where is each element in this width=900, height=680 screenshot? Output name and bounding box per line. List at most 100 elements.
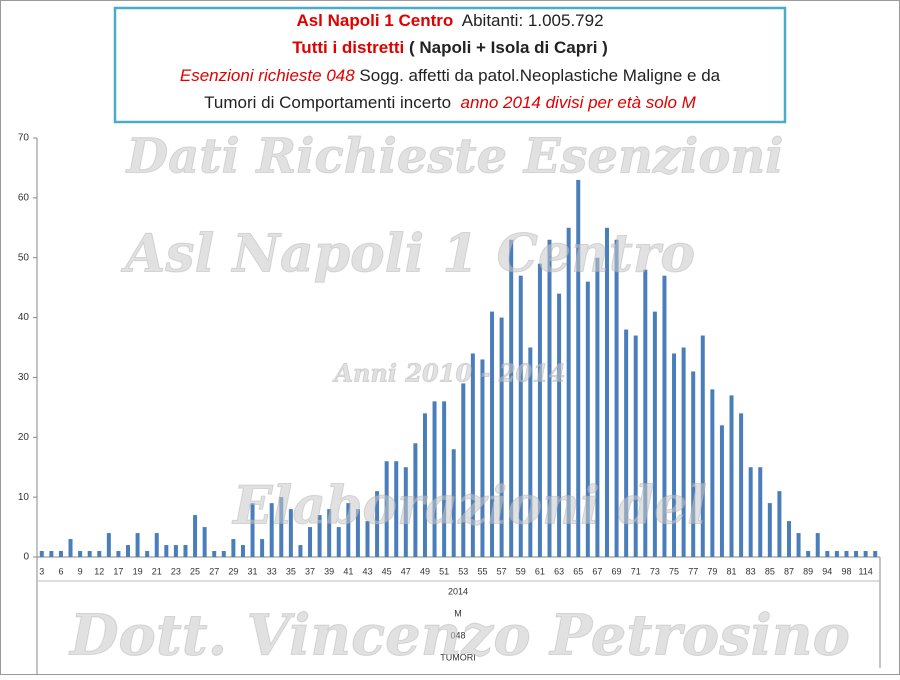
category-level-label: M [454,608,462,618]
bar [700,335,705,557]
bar [58,551,63,557]
bar [346,503,351,557]
x-tick-label: 114 [858,566,872,576]
x-tick-label: 77 [688,566,698,576]
x-tick-label: 25 [190,566,200,576]
bar [154,533,159,557]
x-tick-label: 51 [439,566,449,576]
bar [413,443,418,557]
bar [490,311,495,557]
x-tick-label: 53 [458,566,468,576]
x-tick-label: 21 [152,566,162,576]
bar [518,275,523,557]
bar [451,449,456,557]
bar [796,533,801,557]
bar [767,503,772,557]
bar [288,509,293,557]
bar [260,539,265,557]
bar [164,545,169,557]
bar [719,425,724,557]
watermark: Dati Richieste Esenzioni [125,129,784,185]
x-tick-label: 67 [592,566,602,576]
x-tick-label: 9 [78,566,83,576]
bar [173,545,178,557]
bar [547,239,552,557]
bar [844,551,849,557]
bar [394,461,399,557]
bar [327,509,332,557]
bar [298,545,303,557]
bar [681,347,686,557]
bar [863,551,868,557]
x-tick-label: 23 [171,566,181,576]
bar [614,239,619,557]
bar [240,545,245,557]
bar [221,551,226,557]
title-line: Asl Napoli 1 Centro Abitanti: 1.005.792 [296,11,603,30]
y-tick-label: 40 [18,312,30,323]
x-tick-label: 73 [650,566,660,576]
bar [624,329,629,557]
bar [422,413,427,557]
x-tick-label: 12 [94,566,104,576]
x-tick-label: 61 [535,566,545,576]
x-tick-label: 35 [286,566,296,576]
title-line: Tumori di Comportamenti incerto anno 201… [204,93,697,112]
bar [786,521,791,557]
x-tick-label: 6 [58,566,63,576]
x-tick-label: 41 [343,566,353,576]
y-tick-label: 70 [18,133,30,144]
bar [365,521,370,557]
bar [317,515,322,557]
x-tick-label: 69 [612,566,622,576]
bar [336,527,341,557]
title-segment: Tumori di Comportamenti incerto [204,93,451,112]
bar [116,551,121,557]
bar [691,371,696,557]
bar [710,389,715,557]
x-tick-label: 71 [631,566,641,576]
bar [135,533,140,557]
bar [355,509,360,557]
bar [442,401,447,557]
bar [145,551,150,557]
title-line: Esenzioni richieste 048 Sogg. affetti da… [180,66,721,85]
bar [777,491,782,557]
bar [528,347,533,557]
bar [758,467,763,557]
bar [480,359,485,557]
x-tick-label: 19 [133,566,143,576]
bar [461,383,466,557]
x-tick-label: 33 [267,566,277,576]
x-tick-label: 43 [362,566,372,576]
bar [834,551,839,557]
title-segment: Sogg. affetti da patol.Neoplastiche Mali… [355,66,721,85]
bar [633,335,638,557]
x-tick-label: 89 [803,566,813,576]
bar [873,551,878,557]
bar [68,539,73,557]
bar [672,353,677,557]
x-tick-label: 31 [248,566,258,576]
bar [269,503,274,557]
x-tick-label: 63 [554,566,564,576]
x-tick-label: 27 [209,566,219,576]
bar [375,491,380,557]
bar [97,551,102,557]
x-tick-label: 49 [420,566,430,576]
bar [202,527,207,557]
category-level-label: 2014 [448,586,468,596]
x-tick-label: 17 [113,566,123,576]
category-level-label: 048 [450,630,465,640]
bar [126,545,131,557]
bar [815,533,820,557]
y-tick-label: 30 [18,372,30,383]
y-tick-label: 50 [18,252,30,263]
bar [739,413,744,557]
watermark: Anni 2010 - 2014 [332,359,565,388]
bar [231,539,236,557]
x-tick-label: 65 [573,566,583,576]
x-tick-label: 39 [324,566,334,576]
